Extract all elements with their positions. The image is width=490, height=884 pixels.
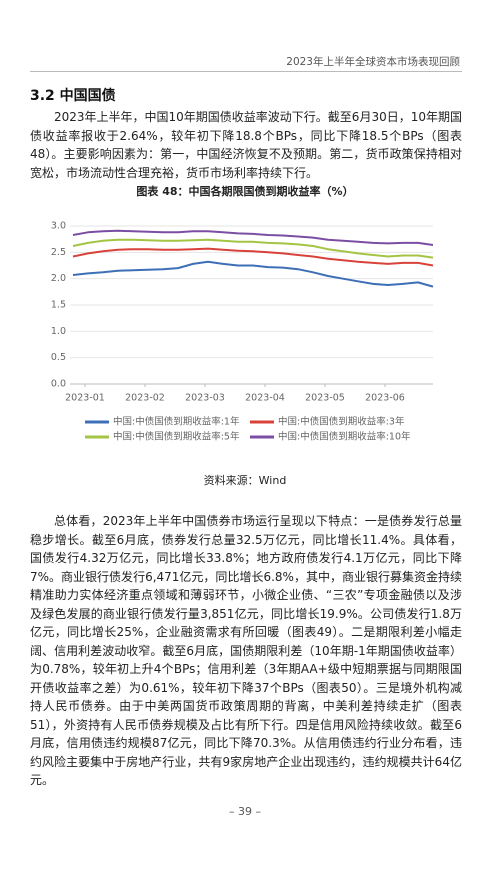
legend-label: 中国:中债国债到期收益率:3年	[278, 416, 405, 428]
section-heading: 3.2 中国国债	[30, 88, 116, 104]
x-tick-label: 2023-02	[125, 393, 165, 404]
chart-source: 资料来源：Wind	[203, 474, 287, 487]
legend-label: 中国:中债国债到期收益率:1年	[113, 416, 240, 428]
x-tick-label: 2023-05	[305, 393, 345, 404]
x-tick-label: 2023-01	[65, 393, 105, 404]
y-tick-label: 3.0	[51, 221, 66, 232]
y-tick-label: 1.0	[51, 326, 66, 337]
legend-label: 中国:中债国债到期收益率:10年	[278, 431, 411, 443]
x-tick-label: 2023-04	[245, 393, 285, 404]
page-number: – 39 –	[229, 805, 261, 818]
series-line	[72, 229, 434, 246]
series-line	[72, 247, 434, 267]
header-rule	[30, 71, 462, 72]
x-tick-label: 2023-03	[185, 393, 225, 404]
legend-label: 中国:中债国债到期收益率:5年	[113, 431, 240, 443]
y-tick-label: 0.0	[51, 379, 66, 390]
series-line	[72, 238, 434, 259]
y-tick-label: 2.5	[51, 247, 66, 258]
header-title: 2023年上半年全球资本市场表现回顾	[286, 56, 460, 68]
chart: 图表 48：中国各期限国债到期收益率（%） 0.0 0.5 1.0 1.5 2.0 2.5…	[51, 184, 434, 443]
y-tick-label: 1.5	[51, 300, 66, 311]
y-tick-label: 0.5	[51, 352, 66, 363]
chart-title: 图表 48：中国各期限国债到期收益率（%）	[136, 184, 353, 198]
x-tick-label: 2023-06	[365, 393, 405, 404]
paragraph: 2023年上半年，中国10年期国债收益率波动下行。截至6月30日，10年期国债收…	[30, 110, 462, 180]
paragraph: 总体看，2023年上半年中国债券市场运行呈现以下特点：一是债券发行总量稳步增长。…	[30, 514, 462, 787]
series-line	[72, 260, 434, 288]
y-tick-label: 2.0	[51, 273, 66, 284]
